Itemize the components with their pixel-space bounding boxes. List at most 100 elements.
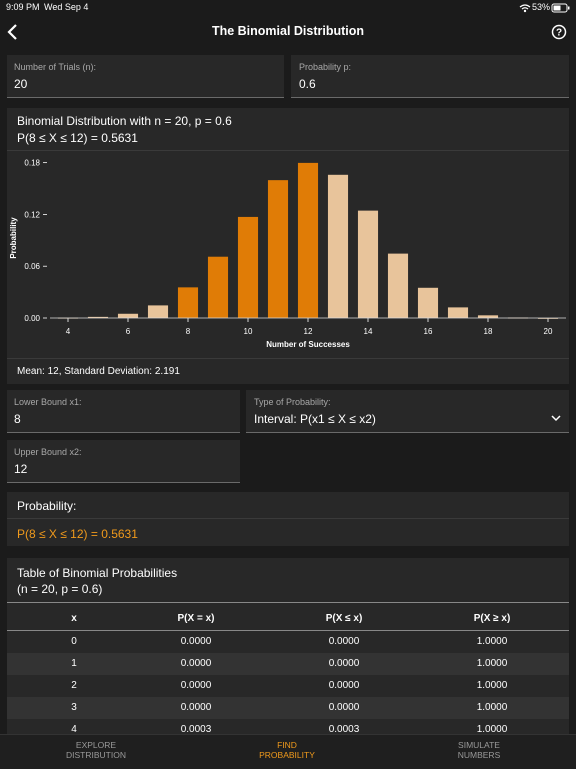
x-tick-label: 4 [66,327,71,336]
divider [7,630,569,631]
tab-find[interactable]: FIND PROBABILITY [259,740,315,760]
table-cell: 0 [71,636,77,647]
underline [291,97,569,98]
x-axis-label: Number of Successes [266,340,350,349]
table-cell: 1.0000 [476,658,508,669]
underline [7,97,284,98]
x-tick-label: 16 [424,327,433,336]
tab-explore[interactable]: EXPLORE DISTRIBUTION [66,740,126,760]
help-button[interactable]: ? [551,24,567,40]
x-tick-label: 20 [544,327,553,336]
table-row: 1 0.0000 0.0000 1.0000 [7,653,569,675]
input-value: Interval: P(x1 ≤ X ≤ x2) [254,412,376,426]
lower-input[interactable] [7,390,240,432]
chart: Probability Number of Successes 0.00 0.06… [9,159,566,349]
table-cell: 0.0003 [328,724,360,735]
table-row: 0 0.0000 0.0000 1.0000 [7,631,569,653]
table-cell: 1.0000 [476,702,508,713]
input-label: Number of Trials (n): [14,62,97,72]
nav-title: The Binomial Distribution [211,24,365,38]
table-cell: 3 [71,702,77,713]
table-cell: 0.0000 [180,680,212,691]
bar [417,287,439,318]
table-row: 2 0.0000 0.0000 1.0000 [7,675,569,697]
result-value: P(8 ≤ X ≤ 12) = 0.5631 [17,527,138,541]
table-row: x P(X = x) P(X ≤ x) P(X ≥ x) [7,608,569,630]
svg-text:?: ? [556,28,562,39]
bar [87,316,109,318]
y-axis-label: Probability [9,217,18,259]
bar [207,256,229,318]
table-cell: 1.0000 [476,724,508,735]
summary: Mean: 12, Standard Deviation: 2.191 [17,366,180,377]
result-card [7,492,569,546]
type-select[interactable] [246,390,569,432]
bar [357,210,379,318]
status-time: 9:09 PM [6,2,40,12]
divider [7,602,569,603]
bar [177,287,199,318]
table-cell: 1 [71,658,77,669]
tab-simulate[interactable]: SIMULATE NUMBERS [457,740,501,760]
table-cell: 0.0000 [328,636,360,647]
underline [7,482,240,483]
table-cell: x [71,613,77,624]
table-row: 3 0.0000 0.0000 1.0000 [7,697,569,719]
table-cell: 0.0000 [180,658,212,669]
table-cell: 0.0000 [180,702,212,713]
divider [7,150,569,151]
underline [246,432,569,433]
table-subtitle: (n = 20, p = 0.6) [17,582,103,596]
prob-input[interactable] [291,55,569,97]
dropdown-icon [551,415,561,422]
table-cell: P(X ≤ x) [325,613,363,624]
input-label: Upper Bound x2: [14,447,82,457]
x-tick-label: 12 [304,327,313,336]
underline [7,432,240,433]
x-tick-label: 10 [244,327,253,336]
x-tick-label: 18 [484,327,493,336]
table-cell: 1.0000 [476,636,508,647]
input-label: Type of Probability: [254,397,331,407]
input-value: 8 [14,412,21,426]
bar [297,162,319,318]
chart-subtitle: P(8 ≤ X ≤ 12) = 0.5631 [17,131,138,145]
table-cell: 0.0000 [328,658,360,669]
battery-text: 53% [532,2,551,12]
bar [477,315,499,318]
table-cell: P(X = x) [177,613,215,624]
divider [7,518,569,519]
y-tick-label: 0.00 [24,314,40,323]
bar [267,180,289,318]
x-tick-label: 14 [364,327,373,336]
divider [7,358,569,359]
table-cell: 0.0000 [328,702,360,713]
bar [237,216,259,318]
upper-input[interactable] [7,440,240,482]
trials-input[interactable] [7,55,284,97]
result-label: Probability: [17,499,77,513]
table-cell: 4 [71,724,77,735]
back-button[interactable] [6,23,20,41]
input-value: 0.6 [299,77,316,91]
x-tick-label: 8 [186,327,191,336]
bar [147,305,169,318]
table-cell: 0.0003 [180,724,212,735]
status-icons [519,3,570,13]
input-value: 12 [14,462,28,476]
status-date: Wed Sep 4 [44,2,89,12]
bar [387,253,409,318]
tab-bar [0,734,576,769]
bar [117,313,139,318]
y-tick-label: 0.18 [24,159,40,168]
input-label: Lower Bound x1: [14,397,82,407]
table-cell: P(X ≥ x) [473,613,511,624]
x-tick-label: 6 [126,327,131,336]
input-value: 20 [14,77,28,91]
y-tick-label: 0.12 [24,210,40,219]
table-cell: 0.0000 [328,680,360,691]
table-cell: 0.0000 [180,636,212,647]
bar [327,174,349,318]
table-cell: 1.0000 [476,680,508,691]
